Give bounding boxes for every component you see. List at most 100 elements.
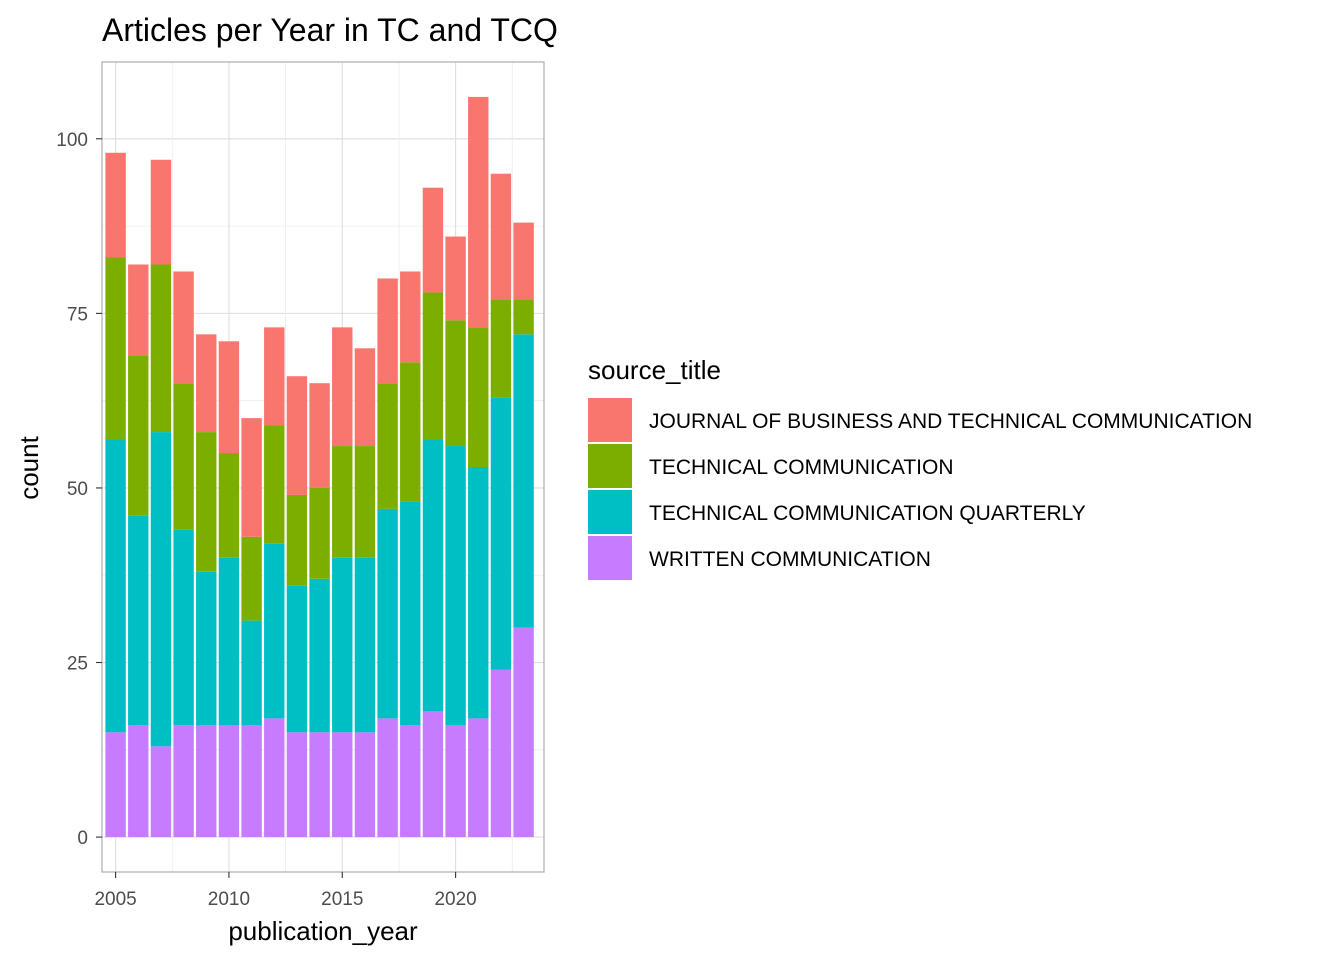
bar-segment [128,515,149,726]
bar-segment [264,425,285,544]
y-tick-label: 100 [56,130,88,151]
bar-segment [196,725,217,838]
bar-segment [286,376,308,495]
bar-segment [513,299,534,335]
bar-segment [309,578,330,733]
bar-segment [377,278,398,384]
bar-segment [332,732,353,838]
bar-segment [513,334,534,628]
bar-segment [513,222,534,300]
bar-segment [218,557,240,726]
bar-segment [173,725,194,838]
bar-segment [354,446,376,558]
y-tick-label: 25 [67,654,88,675]
x-tick-label: 2020 [434,889,476,910]
bar-segment [286,585,308,733]
bar-segment [309,732,330,838]
bar-segment [150,159,172,265]
panel-border [101,61,545,873]
bar-segment [196,571,217,726]
bar-segment [377,383,398,509]
legend-label: WRITTEN COMMUNICATION [649,548,931,571]
bar-segment [128,725,149,838]
bar-segment [445,236,466,321]
legend-key [588,536,632,580]
legend: source_title JOURNAL OF BUSINESS AND TEC… [588,355,1252,580]
bar-segment [513,627,534,838]
x-axis-title: publication_year [228,916,418,946]
legend-key [588,490,632,534]
bar-segment [241,725,262,838]
y-tick-label: 50 [67,479,88,500]
bar-segment [264,718,285,838]
y-axis-ticks: 0 25 50 75 100 [56,130,102,849]
bar-segment [218,341,240,454]
bar-segment [422,292,444,440]
bar-segment [490,299,512,398]
plot-panel [101,61,545,873]
bar-segment [105,257,126,440]
bar-segment [173,529,194,726]
bar-segment [422,187,444,293]
legend-label: TECHNICAL COMMUNICATION QUARTERLY [649,502,1086,525]
bar-segment [422,711,444,838]
bar-segment [354,348,376,447]
bar-segment [354,557,376,733]
legend-label: TECHNICAL COMMUNICATION [649,456,954,479]
x-tick-label: 2005 [94,889,136,910]
bar-segment [445,446,466,726]
bar-segment [128,355,149,516]
bar-segment [490,173,512,300]
legend-key [588,444,632,488]
legend-key [588,398,632,442]
x-axis-ticks: 2005 2010 2015 2020 [94,872,477,910]
bar-segment [377,508,398,719]
bar-segment [377,718,398,838]
bar-segment [490,397,512,670]
bar-segment [309,383,330,488]
bar-segment [264,327,285,426]
bar-segment [150,432,172,747]
x-tick-label: 2010 [208,889,250,910]
bar-segment [445,320,466,447]
bar-segment [173,271,194,384]
x-tick-label: 2015 [321,889,363,910]
bar-segment [332,446,353,558]
bar-segment [422,439,444,712]
bar-segment [468,96,489,328]
bar-segment [332,557,353,733]
bar-segment [309,487,330,579]
bar-segment [218,725,240,838]
y-tick-label: 75 [67,304,88,325]
bar-segment [128,264,149,356]
bar-segment [468,718,489,838]
legend-items: JOURNAL OF BUSINESS AND TECHNICAL COMMUN… [588,398,1252,580]
bar-segment [400,501,421,726]
bar-segment [445,725,466,838]
bar-segment [105,439,126,733]
bar-segment [241,418,262,537]
legend-label: JOURNAL OF BUSINESS AND TECHNICAL COMMUN… [649,410,1252,433]
bar-segment [400,271,421,363]
bar-segment [400,725,421,838]
chart-title: Articles per Year in TC and TCQ [102,12,558,48]
bar-segment [241,620,262,726]
bar-segment [218,453,240,558]
bar-segment [286,732,308,838]
bar-segment [468,467,489,719]
bar-segment [150,264,172,433]
bar-segment [332,327,353,447]
bar-segment [400,362,421,502]
bar-segment [241,536,262,621]
bar-segment [196,432,217,572]
bar-segment [105,732,126,838]
y-axis-title: count [14,435,44,499]
bar-segment [468,327,489,467]
y-tick-label: 0 [77,828,88,849]
bar-segment [105,152,126,258]
bars [105,96,534,838]
bar-segment [196,334,217,433]
legend-title: source_title [588,355,721,385]
bar-segment [286,494,308,586]
